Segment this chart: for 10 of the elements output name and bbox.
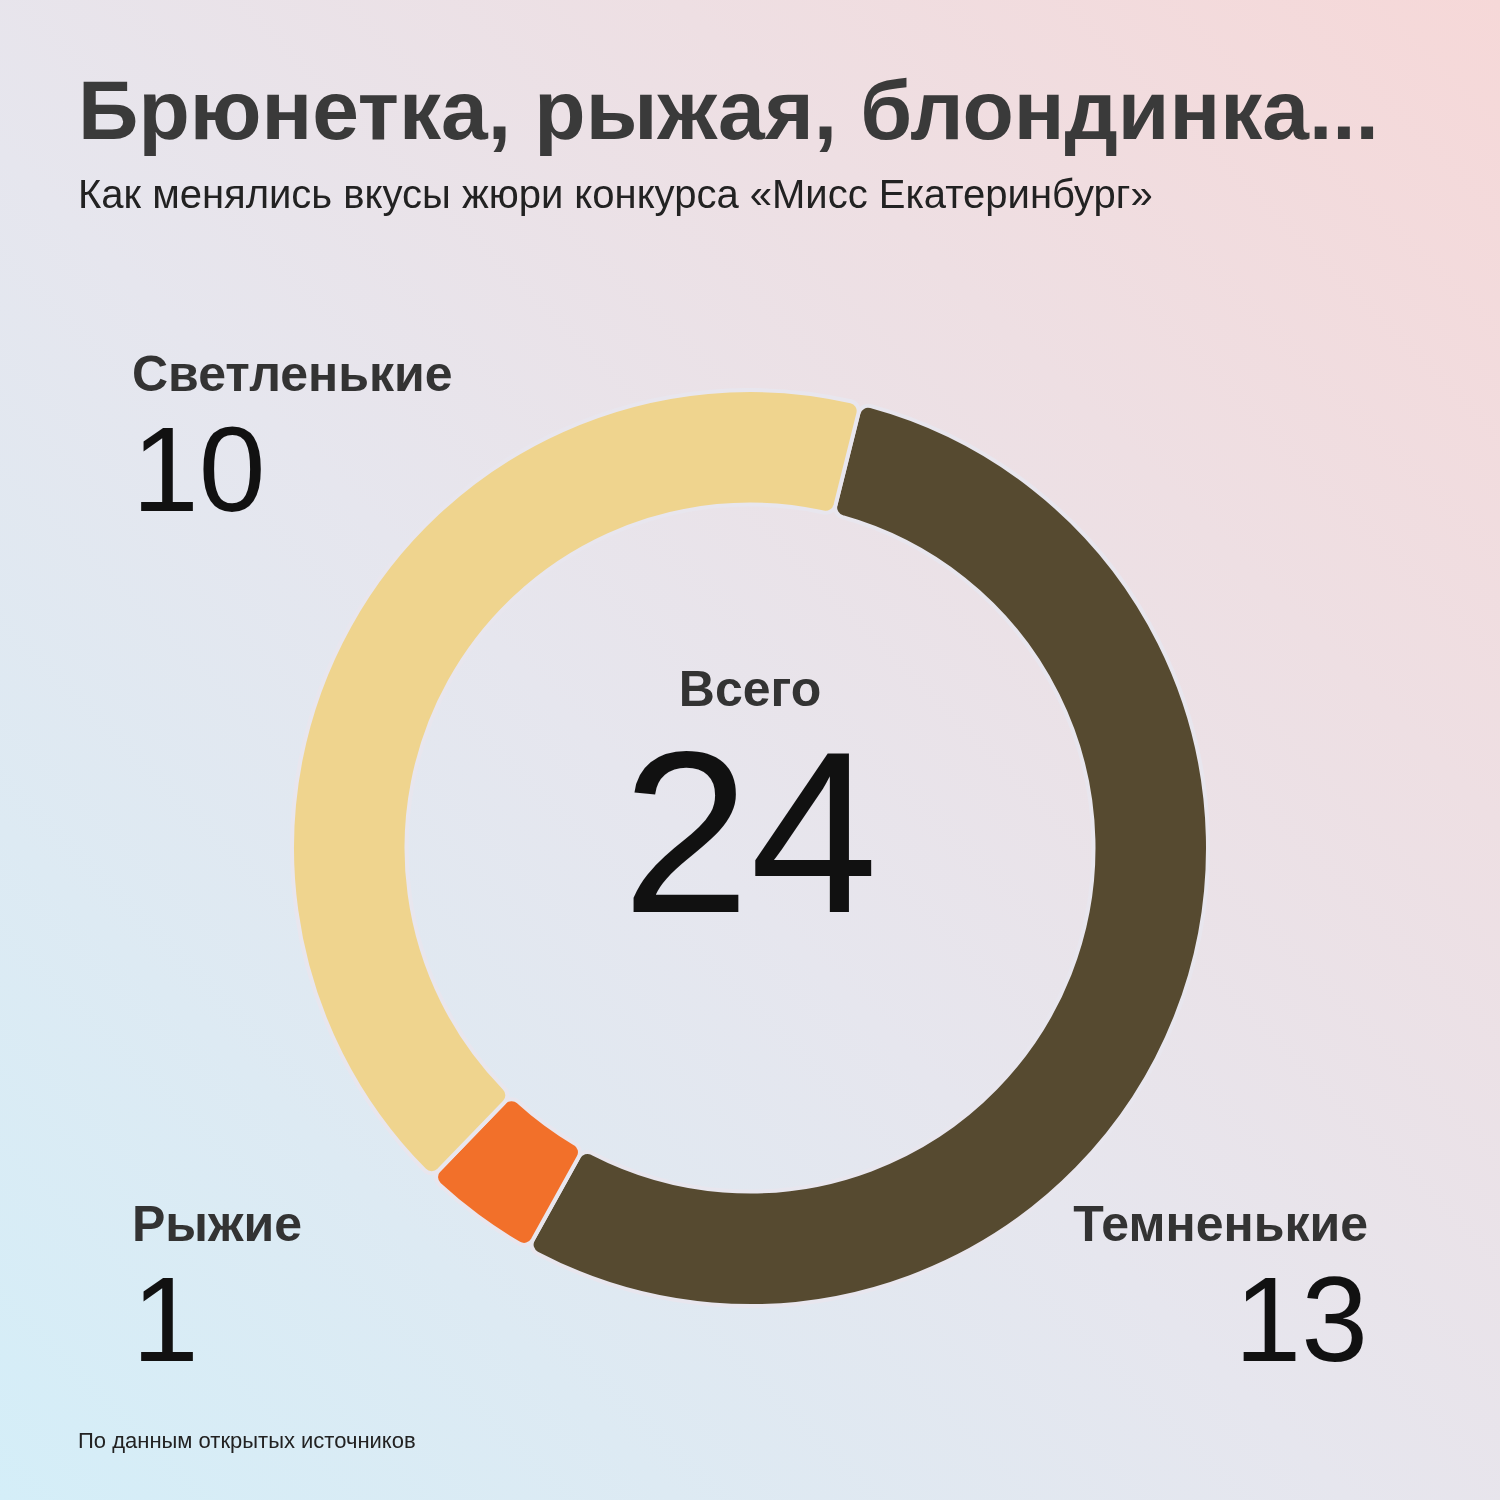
text: По данным открытых источников <box>78 1428 416 1454</box>
slice-label: Рыжие <box>132 1195 303 1253</box>
data-label: 13 <box>1233 1252 1368 1386</box>
text: Всего <box>677 660 823 718</box>
data-label: 10 <box>132 402 267 536</box>
slice-label: Светленькие <box>132 345 453 403</box>
data-label: 1 <box>132 1252 200 1386</box>
slice-label: Темненькие <box>1073 1195 1368 1253</box>
chart-title: Брюнетка, рыжая, блондинка... <box>78 62 1379 159</box>
chart-subtitle: Как менялись вкусы жюри конкурса «Мисс Екатеринбург» <box>78 172 1153 217</box>
